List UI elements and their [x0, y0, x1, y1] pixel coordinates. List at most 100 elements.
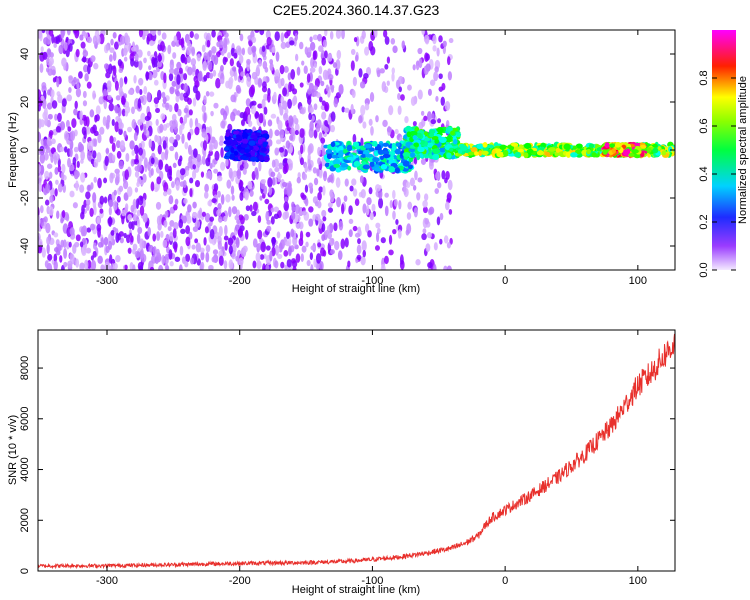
heatmap-cell — [43, 37, 49, 45]
heatmap-cell — [44, 260, 49, 268]
heatmap-cell — [127, 213, 133, 221]
heatmap-cell — [243, 162, 249, 170]
heatmap-cell — [123, 56, 128, 62]
heatmap-cell — [308, 206, 314, 213]
heatmap-cell — [330, 141, 336, 148]
heatmap-cell — [86, 81, 92, 89]
heatmap-cell — [204, 212, 211, 223]
heatmap-cell — [382, 150, 390, 155]
heatmap-cell — [76, 160, 80, 169]
heatmap-cell — [147, 226, 152, 237]
heatmap-cell — [240, 143, 248, 148]
heatmap-cell — [321, 147, 325, 157]
heatmap-cell — [86, 36, 93, 44]
heatmap-cell — [63, 248, 68, 259]
heatmap-cell — [216, 209, 222, 217]
heatmap-cell — [192, 212, 197, 219]
heatmap-cell — [140, 112, 146, 123]
heatmap-cell — [304, 163, 308, 173]
heatmap-cell — [75, 258, 80, 268]
heatmap-cell — [455, 132, 462, 138]
heatmap-cell — [289, 40, 295, 46]
heatmap-cell — [257, 103, 263, 109]
heatmap-cell — [186, 46, 192, 56]
heatmap-cell — [212, 249, 219, 256]
heatmap-cell — [382, 142, 390, 147]
heatmap-cell — [267, 92, 271, 103]
heatmap-cell — [89, 223, 96, 231]
heatmap-cell — [44, 170, 50, 180]
heatmap-cell — [364, 103, 370, 111]
heatmap-cell — [209, 91, 215, 97]
heatmap-cell — [335, 30, 342, 39]
heatmap-cell — [108, 54, 113, 62]
heatmap-cell — [586, 148, 591, 155]
heatmap-cell — [90, 55, 96, 63]
heatmap-cell — [335, 59, 341, 71]
heatmap-cell — [350, 48, 356, 56]
heatmap-cell — [423, 137, 431, 142]
heatmap-cell — [436, 216, 441, 226]
heatmap-cell — [263, 106, 268, 115]
heatmap-cell — [75, 234, 81, 242]
heatmap-cell — [154, 102, 159, 109]
heatmap-cell — [97, 177, 102, 189]
heatmap-cell — [384, 63, 389, 70]
heatmap-cell — [145, 119, 150, 129]
heatmap-cell — [48, 206, 54, 216]
heatmap-cell — [364, 46, 370, 56]
heatmap-cell — [415, 259, 421, 266]
heatmap-cell — [138, 30, 143, 38]
heatmap-cell — [71, 118, 77, 128]
heatmap-cell — [188, 109, 193, 116]
heatmap-cell — [130, 158, 135, 167]
spectrogram-y-axis: -40 -20 0 20 40 — [19, 48, 675, 254]
heatmap-cell — [39, 152, 46, 164]
heatmap-cell — [392, 210, 396, 220]
heatmap-cell — [270, 113, 277, 119]
heatmap-cell — [53, 42, 57, 49]
heatmap-cell — [105, 121, 110, 130]
heatmap-cell — [84, 259, 89, 270]
heatmap-cell — [300, 107, 305, 115]
heatmap-cell — [391, 67, 396, 75]
heatmap-cell — [235, 84, 241, 94]
heatmap-cell — [450, 127, 459, 132]
heatmap-cell — [439, 238, 443, 245]
heatmap-cell — [202, 140, 208, 151]
colorbar-tick-label: 0.0 — [698, 262, 710, 277]
heatmap-cell — [360, 189, 366, 199]
heatmap-cell — [211, 46, 217, 54]
heatmap-cell — [133, 75, 137, 84]
heatmap-cell — [183, 92, 188, 99]
x-tick-label: 100 — [629, 575, 647, 587]
heatmap-cell — [286, 258, 292, 268]
x-tick-label: -200 — [229, 575, 251, 587]
heatmap-cell — [245, 205, 251, 212]
heatmap-cell — [61, 163, 66, 174]
heatmap-cell — [138, 142, 143, 149]
heatmap-cell — [344, 237, 349, 248]
heatmap-cell — [39, 205, 44, 214]
heatmap-cell — [254, 111, 260, 119]
heatmap-cell — [360, 153, 367, 158]
heatmap-cell — [285, 231, 290, 239]
heatmap-cell — [172, 228, 177, 239]
heatmap-cell — [442, 40, 447, 48]
heatmap-cell — [48, 171, 53, 179]
heatmap-cell — [267, 119, 273, 127]
heatmap-cell — [112, 31, 117, 39]
heatmap-cell — [402, 152, 411, 157]
heatmap-cell — [395, 219, 399, 225]
heatmap-cell — [427, 142, 434, 147]
heatmap-cell — [156, 248, 160, 256]
heatmap-cell — [46, 136, 52, 146]
heatmap-cell — [133, 214, 138, 222]
heatmap-cell — [219, 79, 225, 85]
heatmap-cell — [160, 113, 166, 121]
heatmap-cell — [446, 152, 452, 159]
heatmap-cell — [115, 140, 121, 149]
heatmap-cell — [93, 158, 99, 168]
heatmap-cell — [168, 195, 174, 205]
heatmap-cell — [361, 240, 367, 252]
